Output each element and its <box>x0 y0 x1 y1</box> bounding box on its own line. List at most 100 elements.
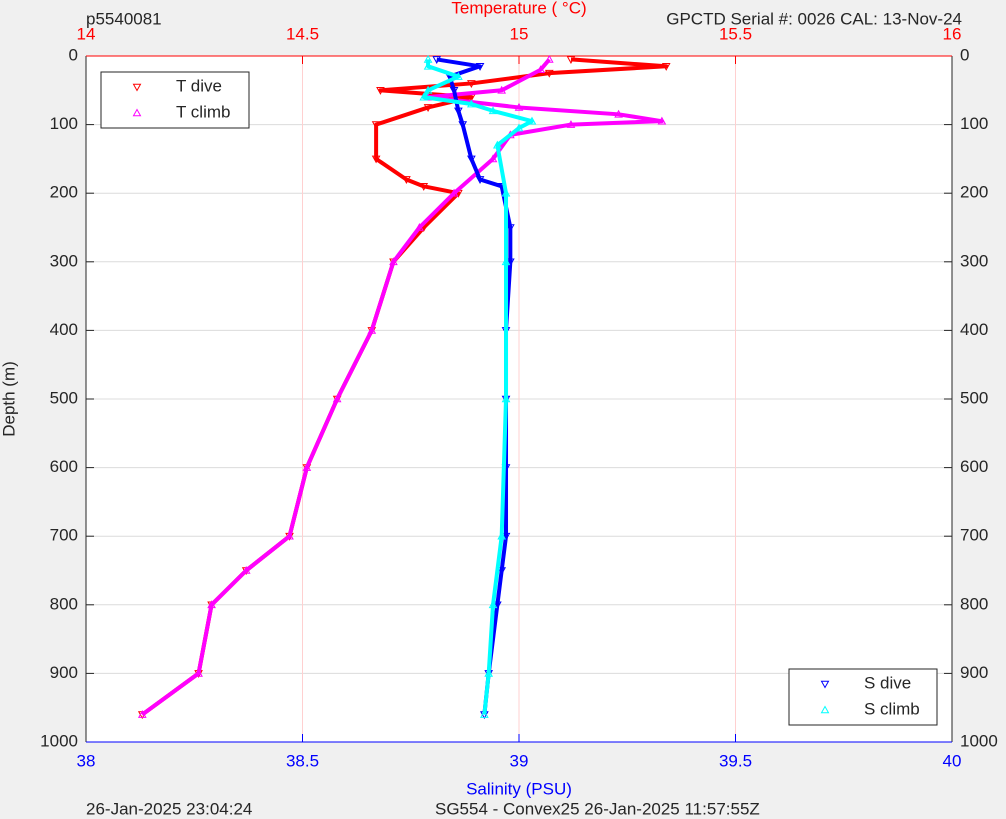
point <box>419 183 429 191</box>
point <box>657 116 667 125</box>
y-tick-label: 800 <box>960 594 988 613</box>
point <box>493 140 502 149</box>
legend-box <box>100 71 250 129</box>
bottom-tick-label: 39 <box>510 751 529 770</box>
legend-label: T climb <box>176 102 230 121</box>
y-tick-label: 400 <box>960 320 988 339</box>
bottom-tick-label: 39.5 <box>719 751 752 770</box>
y-axis-label: Depth (m) <box>0 361 18 437</box>
point <box>514 123 524 132</box>
y-tick-label: 900 <box>960 663 988 682</box>
y-tick-label: 200 <box>960 183 988 202</box>
point <box>475 62 485 71</box>
point <box>367 325 377 334</box>
point <box>497 531 507 540</box>
point <box>423 85 433 94</box>
y-tick-label: 700 <box>960 526 988 545</box>
point <box>544 69 554 78</box>
point <box>419 92 429 101</box>
bottom-tick-label: 40 <box>943 751 962 770</box>
y-tick-label: 600 <box>960 457 988 476</box>
point <box>488 600 498 609</box>
point <box>467 99 476 108</box>
top-tick-label: 14.5 <box>286 24 319 43</box>
point <box>137 710 147 718</box>
point <box>389 257 398 266</box>
point <box>194 668 203 677</box>
point <box>332 394 342 403</box>
y-tick-label: 700 <box>50 526 78 545</box>
y-tick-label: 0 <box>960 45 969 64</box>
legend-label: S dive <box>864 673 911 692</box>
point <box>475 176 485 185</box>
point <box>415 222 424 231</box>
point <box>376 87 385 95</box>
footer-left: 26-Jan-2025 23:04:24 <box>86 799 252 818</box>
top-tick-label: 15 <box>510 24 529 43</box>
point <box>497 567 507 576</box>
chart-subtitle: GPCTD Serial #: 0026 CAL: 13-Nov-24 <box>666 9 962 28</box>
point <box>402 176 411 185</box>
legend-marker <box>132 83 142 92</box>
point <box>371 155 381 164</box>
top-tick-label: 15.5 <box>719 24 752 43</box>
y-tick-label: 900 <box>50 663 78 682</box>
chart-title: p5540081 <box>86 9 162 28</box>
series-line <box>421 59 534 715</box>
point <box>207 600 216 609</box>
point <box>449 188 459 197</box>
point <box>488 154 498 163</box>
y-tick-label: 300 <box>50 251 78 270</box>
point <box>497 85 507 94</box>
point <box>454 107 463 116</box>
point <box>458 121 468 130</box>
legend-marker <box>820 705 830 714</box>
point <box>536 65 545 74</box>
legend-label: T dive <box>176 76 222 95</box>
point <box>423 61 433 70</box>
point <box>661 62 671 71</box>
point <box>514 102 524 111</box>
point <box>501 257 511 266</box>
top-tick-label: 16 <box>943 24 962 43</box>
top-tick-label: 14 <box>77 24 96 43</box>
point <box>423 104 433 112</box>
y-tick-label: 800 <box>50 594 78 613</box>
legend-label: S climb <box>864 699 920 718</box>
point <box>302 463 312 471</box>
y-tick-label: 500 <box>50 388 78 407</box>
point <box>454 72 463 80</box>
point <box>544 54 554 63</box>
y-tick-label: 500 <box>960 388 988 407</box>
point <box>566 56 576 64</box>
point <box>467 80 476 88</box>
point <box>614 109 623 118</box>
legend-box <box>788 668 938 726</box>
point <box>501 188 511 197</box>
y-tick-label: 200 <box>50 183 78 202</box>
point <box>566 120 576 128</box>
point <box>241 565 251 574</box>
bottom-tick-label: 38 <box>77 751 96 770</box>
y-tick-label: 100 <box>50 114 78 133</box>
point <box>371 121 381 130</box>
bottom-tick-label: 38.5 <box>286 751 319 770</box>
point <box>488 106 498 115</box>
footer-right: SG554 - Convex25 26-Jan-2025 11:57:55Z <box>435 799 760 818</box>
point <box>449 87 459 95</box>
point <box>480 710 489 718</box>
series-line <box>436 57 513 715</box>
point <box>505 224 515 233</box>
point <box>501 394 511 403</box>
y-tick-label: 1000 <box>40 731 78 750</box>
legend-marker <box>820 680 830 689</box>
bottom-axis-label: Salinity (PSU) <box>466 779 572 798</box>
top-axis-label: Temperature ( °C) <box>451 0 586 17</box>
point <box>527 116 537 125</box>
point <box>285 531 294 540</box>
legend-marker <box>132 108 142 117</box>
y-tick-label: 1000 <box>960 731 998 750</box>
point <box>484 668 494 677</box>
point <box>432 56 442 64</box>
